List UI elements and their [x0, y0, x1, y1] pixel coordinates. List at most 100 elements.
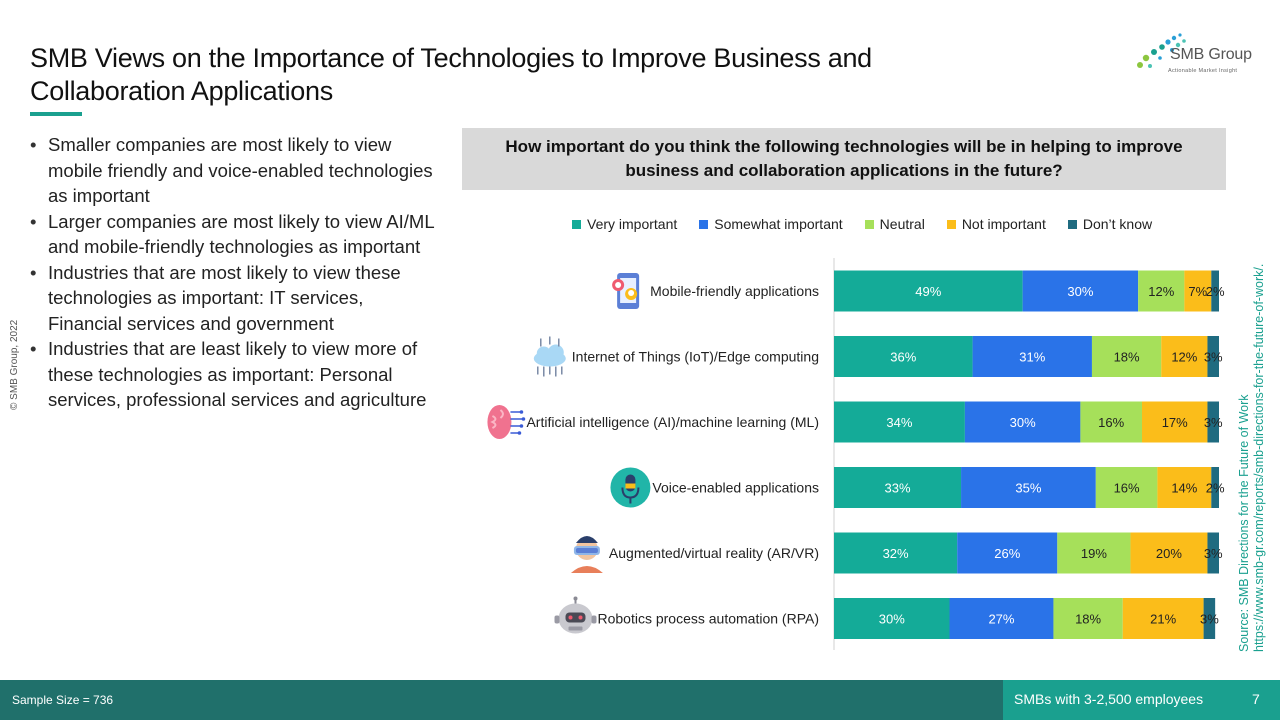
copyright-notice: © SMB Group, 2022	[9, 319, 20, 410]
chart-title: How important do you think the following…	[462, 128, 1226, 190]
findings-list: Smaller companies are most likely to vie…	[30, 132, 435, 413]
data-label: 32%	[883, 546, 909, 561]
data-label: 30%	[879, 612, 905, 627]
bar-segment	[834, 336, 973, 377]
segment-panel	[1003, 680, 1280, 720]
page-number: 7	[1252, 691, 1260, 707]
legend-label: Don’t know	[1082, 216, 1153, 232]
bar-segment	[834, 401, 965, 443]
category-label: Mobile-friendly applications	[650, 283, 819, 299]
category-label: Voice-enabled applications	[652, 480, 819, 496]
title-underline	[30, 112, 82, 116]
legend-swatch	[699, 219, 709, 229]
cloud-network-icon	[533, 336, 566, 377]
finding-bullet: Smaller companies are most likely to vie…	[30, 132, 435, 209]
data-label: 19%	[1081, 546, 1107, 561]
data-label: 26%	[994, 546, 1020, 561]
legend-swatch	[572, 219, 581, 229]
bar-segment	[949, 598, 1054, 639]
bar-segment	[1161, 336, 1208, 377]
legend-label: Neutral	[879, 216, 925, 232]
data-label: 16%	[1098, 415, 1124, 430]
legend-swatch	[1067, 219, 1077, 229]
bar-segment	[961, 467, 1096, 508]
bar-segment	[957, 532, 1058, 574]
data-label: 3%	[1204, 546, 1223, 561]
vr-headset-icon	[570, 536, 603, 573]
data-label: 49%	[915, 284, 941, 299]
smartphone-icon	[612, 273, 640, 309]
category-label: Artificial intelligence (AI)/machine lea…	[526, 414, 819, 430]
source-title: Source: SMB Directions for the Future of…	[1237, 394, 1251, 652]
bar-segment	[1080, 401, 1142, 443]
bar-segment	[834, 532, 958, 574]
legend-label: Not important	[961, 216, 1046, 232]
data-label: 12%	[1148, 284, 1174, 299]
chart-legend: Very important Somewhat important Neutra…	[572, 216, 1152, 232]
legend-swatch	[946, 219, 956, 229]
data-label: 17%	[1162, 415, 1188, 430]
legend-label: Very important	[587, 216, 678, 232]
bar-segment	[1211, 467, 1219, 508]
data-label: 20%	[1156, 546, 1182, 561]
data-label: 7%	[1188, 284, 1207, 299]
data-label: 3%	[1204, 415, 1223, 430]
data-label: 3%	[1204, 350, 1223, 365]
bar-segment	[964, 401, 1081, 443]
category-label: Augmented/virtual reality (AR/VR)	[609, 545, 819, 561]
bar-segment	[1095, 467, 1158, 508]
category-label: Robotics process automation (RPA)	[598, 611, 820, 627]
data-label: 30%	[1067, 284, 1093, 299]
bar-segment	[1207, 336, 1219, 377]
legend-label: Somewhat important	[714, 216, 843, 232]
data-label: 35%	[1015, 481, 1041, 496]
data-label: 33%	[885, 481, 911, 496]
logo-name: SMB Group	[1170, 46, 1252, 63]
bar-segment	[834, 270, 1023, 312]
data-label: 27%	[988, 612, 1014, 627]
bar-segment	[834, 467, 962, 508]
bar-segment	[1122, 598, 1204, 639]
bar-segment	[1130, 532, 1208, 574]
data-label: 14%	[1171, 481, 1197, 496]
data-label: 36%	[890, 350, 916, 365]
finding-bullet: Industries that are most likely to view …	[30, 260, 435, 337]
legend-item: Don’t know	[1067, 216, 1153, 232]
segment-label: SMBs with 3-2,500 employees	[1014, 691, 1204, 707]
bar-segment	[1207, 401, 1219, 443]
data-label: 21%	[1150, 612, 1176, 627]
source-note: Source: SMB Directions for the Future of…	[1237, 264, 1267, 652]
bar-segment	[1207, 532, 1219, 574]
data-label: 2%	[1206, 481, 1225, 496]
finding-bullet: Larger companies are most likely to view…	[30, 209, 435, 260]
bar-segment	[1157, 467, 1212, 508]
legend-item: Neutral	[864, 216, 925, 232]
logo-dots-icon	[1137, 33, 1186, 68]
bar-segment	[1053, 598, 1123, 639]
page-title: SMB Views on the Importance of Technolog…	[30, 43, 872, 106]
finding-bullet: Industries that are least likely to view…	[30, 336, 435, 413]
smb-group-logo: SMB Group Actionable Market Insight	[1134, 32, 1254, 82]
bar-segment	[1091, 336, 1162, 377]
data-label: 12%	[1171, 350, 1197, 365]
bar-segment	[1022, 270, 1139, 312]
data-label: 3%	[1200, 612, 1219, 627]
bar-segment	[1184, 270, 1212, 312]
legend-item: Somewhat important	[699, 216, 843, 232]
bar-segment	[1138, 270, 1185, 312]
robot-icon	[554, 596, 597, 634]
stacked-bar-chart: Mobile-friendly applications 49% 30% 12% 7% 2…	[487, 258, 1225, 650]
brain-circuit-icon	[487, 405, 526, 439]
bar-segment	[972, 336, 1092, 377]
logo-tagline: Actionable Market Insight	[1168, 68, 1238, 74]
bar-segment	[834, 598, 950, 639]
data-label: 30%	[1010, 415, 1036, 430]
legend-item: Very important	[572, 216, 677, 232]
sample-size: Sample Size = 736	[12, 693, 114, 707]
data-label: 18%	[1075, 612, 1101, 627]
bar-segment	[1057, 532, 1131, 574]
category-label: Internet of Things (IoT)/Edge computing	[572, 349, 819, 365]
legend-swatch	[864, 219, 874, 229]
bar-segment	[1211, 270, 1219, 312]
source-url: https://www.smb-gr.com/reports/smb-direc…	[1252, 263, 1266, 652]
